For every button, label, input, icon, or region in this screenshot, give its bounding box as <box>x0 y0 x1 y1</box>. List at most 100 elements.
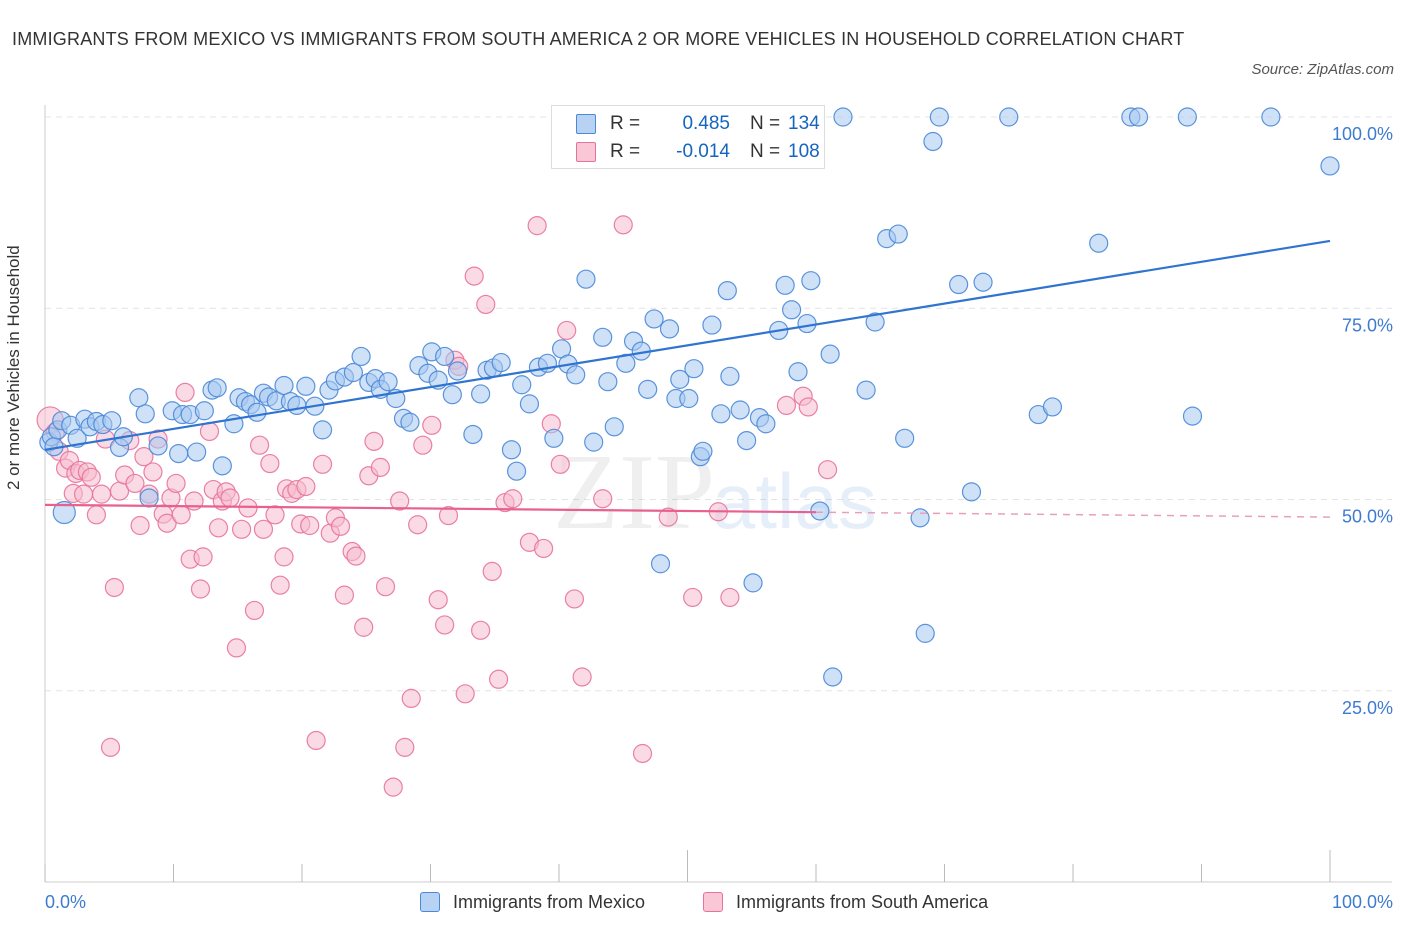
south-america-point <box>175 382 195 402</box>
mexico-point <box>584 432 604 452</box>
mexico-point <box>312 420 333 440</box>
south-america-point <box>346 546 366 566</box>
mexico-point <box>949 274 969 295</box>
y-tick-labels: 100.0% 75.0% 50.0% 25.0% <box>1332 124 1393 718</box>
mexico-point <box>865 312 885 332</box>
mexico-point <box>895 428 915 448</box>
south-america-point <box>193 547 213 567</box>
mexico-point <box>730 400 750 420</box>
south-america-point <box>527 216 547 236</box>
south-america-point <box>683 587 703 608</box>
mexico-point <box>247 402 267 422</box>
south-america-point <box>817 460 838 480</box>
axes <box>44 105 1392 883</box>
south-america-point <box>166 473 186 494</box>
legend-n-label: N = <box>750 141 781 162</box>
x-tick-label: 100.0% <box>1332 892 1393 912</box>
mexico-point <box>679 388 699 409</box>
bottom-legend-label-mexico: Immigrants from Mexico <box>453 891 646 912</box>
mexico-point <box>638 379 658 399</box>
mexico-point <box>810 501 830 521</box>
mexico-point <box>833 107 853 127</box>
south-america-point <box>334 585 355 605</box>
south-america-point <box>557 320 577 341</box>
mexico-point <box>512 375 532 395</box>
series-south-america-points <box>36 215 838 797</box>
mexico-point <box>1182 406 1203 426</box>
legend-r-label: R = <box>610 141 641 162</box>
legend-row-mexico: R = 0.485 N = 134 <box>576 111 820 137</box>
bottom-legend-mexico: Immigrants from Mexico <box>420 888 645 916</box>
mexico-point <box>711 404 731 424</box>
mexico-point <box>910 508 930 528</box>
south-america-point <box>390 491 410 511</box>
mexico-point <box>929 107 949 127</box>
mexico-point <box>52 500 76 525</box>
mexico-point <box>1261 107 1281 127</box>
south-america-point <box>464 266 484 286</box>
legend-row-south-america: R = -0.014 N = 108 <box>576 139 820 165</box>
mexico-point <box>519 394 540 414</box>
mexico-point <box>566 365 586 385</box>
mexico-point <box>644 309 664 329</box>
mexico-point <box>797 313 817 334</box>
south-america-point <box>208 518 229 538</box>
south-america-point <box>422 415 442 435</box>
mexico-point <box>378 372 398 392</box>
legend-r-label: R = <box>610 113 641 134</box>
south-america-point <box>306 730 326 751</box>
south-america-point <box>550 454 570 474</box>
mexico-point <box>717 281 737 301</box>
mexico-point <box>102 411 122 431</box>
south-america-point <box>300 515 320 536</box>
bottom-legend-swatch-mexico <box>420 892 440 912</box>
south-america-point <box>489 669 509 689</box>
mexico-point <box>1089 233 1109 253</box>
south-america-point <box>91 484 112 504</box>
south-america-point <box>572 667 592 687</box>
trend-line-south-america-extension <box>815 511 1331 518</box>
mexico-point <box>598 372 618 392</box>
south-america-point <box>265 505 285 525</box>
south-america-point <box>190 579 211 599</box>
correlation-legend: R = 0.485 N = 134 R = -0.014 N = 108 <box>551 105 825 169</box>
mexico-point <box>670 369 690 389</box>
x-tick-labels: 0.0% 100.0% <box>45 892 1393 912</box>
south-america-point <box>413 435 433 455</box>
mexico-point <box>1320 156 1340 176</box>
south-america-point <box>134 447 154 467</box>
mexico-point <box>491 352 511 373</box>
series-mexico-points <box>39 107 1340 687</box>
y-tick-label: 75.0% <box>1342 315 1393 335</box>
y-tick-label: 50.0% <box>1342 507 1393 527</box>
trend-line-mexico <box>44 239 1331 451</box>
mexico-point <box>593 327 613 347</box>
mexico-point <box>999 107 1019 127</box>
mexico-point <box>604 417 624 437</box>
mexico-point <box>463 424 483 445</box>
watermark-zip: ZIP <box>553 433 715 552</box>
south-america-point <box>249 435 270 455</box>
source-label: Source: ZipAtlas.com <box>1251 61 1394 78</box>
south-america-point <box>476 294 496 315</box>
south-america-point <box>130 515 150 536</box>
mexico-point <box>684 359 704 379</box>
south-america-point <box>296 476 316 497</box>
mexico-point <box>650 554 671 574</box>
south-america-point <box>776 395 797 416</box>
mexico-point <box>471 384 491 404</box>
mexico-point <box>351 346 371 367</box>
south-america-point <box>232 519 252 539</box>
south-america-point <box>260 453 280 474</box>
south-america-point <box>125 473 145 494</box>
bottom-legend-south-america: Immigrants from South America <box>703 888 988 916</box>
mexico-point <box>788 362 808 382</box>
south-america-point <box>375 577 396 597</box>
south-america-point <box>455 684 475 704</box>
mexico-point <box>915 623 935 643</box>
legend-r-value: 0.485 <box>682 113 730 134</box>
mexico-point <box>756 414 776 434</box>
mexico-point <box>447 361 468 381</box>
south-america-point <box>220 488 240 508</box>
south-america-point <box>632 743 653 764</box>
